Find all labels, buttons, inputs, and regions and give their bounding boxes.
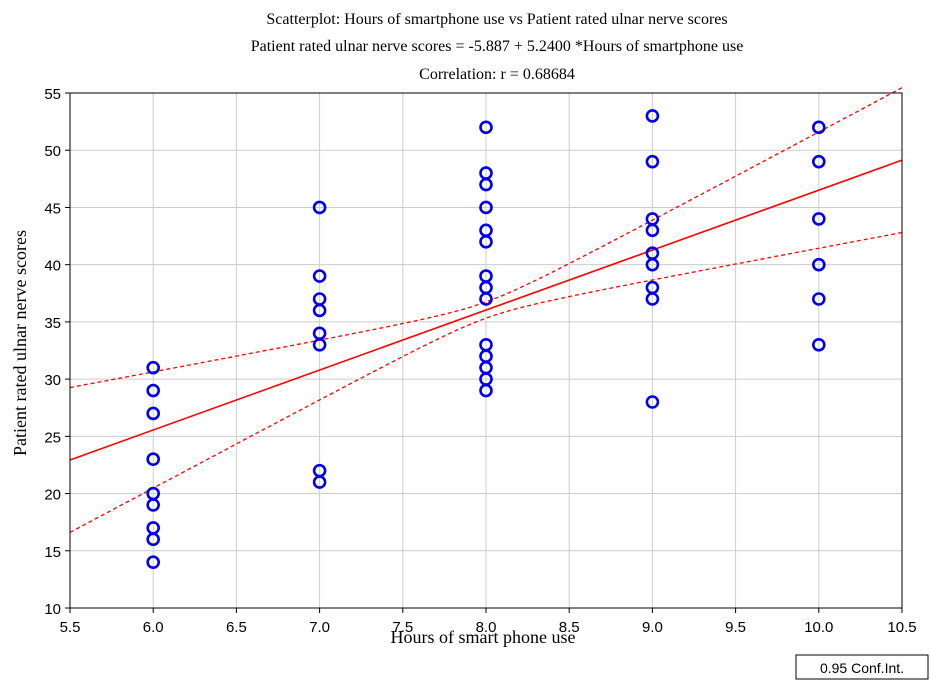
data-point bbox=[479, 292, 493, 306]
data-point bbox=[645, 109, 660, 123]
x-tick-label: 9.0 bbox=[642, 619, 663, 636]
chart-correlation: Correlation: r = 0.68684 bbox=[419, 66, 575, 83]
x-axis-label: Hours of smart phone use bbox=[391, 627, 576, 647]
legend-label: 0.95 Conf.Int. bbox=[820, 660, 904, 676]
regression-line-group bbox=[69, 159, 903, 461]
legend: 0.95 Conf.Int. bbox=[795, 654, 929, 680]
y-axis-ticks: 10 15 20 25 30 35 40 45 50 55 bbox=[44, 86, 70, 618]
x-tick-label: 8.0 bbox=[476, 619, 497, 636]
data-point bbox=[146, 532, 160, 547]
lower-confidence-line bbox=[69, 231, 903, 533]
data-point bbox=[811, 154, 826, 169]
legend-box bbox=[795, 654, 929, 680]
y-tick-label: 15 bbox=[44, 544, 61, 561]
x-tick-label: 9.5 bbox=[725, 619, 746, 636]
x-tick-label: 8.5 bbox=[559, 619, 580, 636]
data-point bbox=[811, 257, 826, 272]
data-point bbox=[811, 292, 826, 306]
chart-equation: Patient rated ulnar nerve scores = -5.88… bbox=[251, 38, 744, 55]
x-tick-label: 10.5 bbox=[887, 619, 916, 636]
x-tick-label: 6.0 bbox=[143, 619, 164, 636]
data-point bbox=[312, 303, 327, 318]
y-tick-label: 20 bbox=[44, 487, 61, 504]
data-point bbox=[479, 120, 493, 135]
y-tick-label: 30 bbox=[44, 372, 61, 389]
data-point bbox=[146, 360, 160, 375]
y-tick-label: 35 bbox=[44, 315, 61, 332]
data-point bbox=[645, 395, 660, 409]
data-point bbox=[146, 383, 160, 398]
data-point bbox=[312, 269, 327, 283]
data-points bbox=[146, 109, 826, 570]
data-point bbox=[479, 177, 493, 192]
data-point bbox=[479, 234, 493, 249]
data-point bbox=[645, 292, 660, 306]
x-tick-label: 7.5 bbox=[392, 619, 413, 636]
y-tick-label: 55 bbox=[44, 86, 61, 103]
y-tick-label: 10 bbox=[44, 601, 61, 618]
y-tick-label: 45 bbox=[44, 200, 61, 217]
data-point bbox=[479, 200, 493, 215]
data-point bbox=[146, 555, 160, 570]
x-tick-label: 6.5 bbox=[226, 619, 247, 636]
y-tick-label: 50 bbox=[44, 143, 61, 160]
data-point bbox=[811, 337, 826, 352]
y-tick-label: 25 bbox=[44, 429, 61, 446]
regression-line bbox=[69, 159, 903, 461]
upper-confidence-line bbox=[69, 87, 903, 389]
data-point bbox=[312, 475, 327, 489]
y-axis-label: Patient rated ulnar nerve scores bbox=[10, 230, 30, 456]
confidence-band bbox=[69, 87, 903, 533]
data-point bbox=[146, 452, 160, 467]
data-point bbox=[811, 212, 826, 226]
data-point bbox=[312, 200, 327, 215]
x-axis-ticks: 5.5 6.0 6.5 7.0 7.5 8.0 8.5 9.0 9.5 10.0 10.5 bbox=[60, 608, 917, 636]
data-point bbox=[146, 498, 160, 512]
grid-lines bbox=[70, 93, 902, 608]
data-point bbox=[645, 223, 660, 238]
data-point bbox=[479, 383, 493, 398]
data-point bbox=[645, 154, 660, 169]
chart-title: Scatterplot: Hours of smartphone use vs … bbox=[266, 11, 727, 28]
x-tick-label: 5.5 bbox=[60, 619, 81, 636]
y-tick-label: 40 bbox=[44, 258, 61, 275]
data-point bbox=[645, 257, 660, 272]
data-point bbox=[811, 120, 826, 135]
x-tick-label: 10.0 bbox=[804, 619, 833, 636]
data-point bbox=[146, 406, 160, 421]
data-point bbox=[312, 337, 327, 352]
x-tick-label: 7.0 bbox=[309, 619, 330, 636]
